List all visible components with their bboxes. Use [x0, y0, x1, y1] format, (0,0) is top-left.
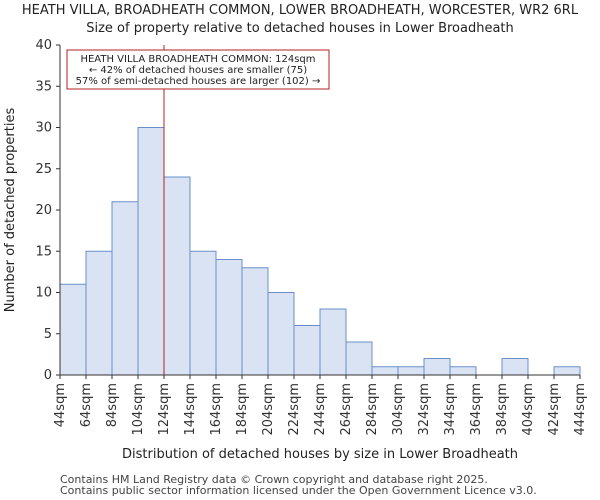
histogram-bar — [111, 201, 139, 376]
histogram-bar — [163, 176, 191, 376]
x-tick-label: 324sqm — [417, 383, 432, 436]
histogram-bar — [397, 366, 425, 376]
histogram-bar — [345, 341, 373, 376]
x-tick-label: 44sqm — [53, 383, 68, 427]
x-tick-label: 104sqm — [131, 383, 146, 436]
x-tick-label: 424sqm — [547, 383, 562, 436]
y-tick-label: 10 — [35, 286, 52, 301]
x-tick-label: 364sqm — [469, 383, 484, 436]
histogram-bar — [449, 366, 477, 376]
y-tick-label: 15 — [35, 244, 52, 259]
chart-subtitle: Size of property relative to detached ho… — [86, 21, 514, 36]
histogram-bar — [137, 127, 165, 376]
annotation-line: 57% of semi-detached houses are larger (… — [76, 76, 321, 87]
histogram-bar — [241, 267, 269, 376]
x-tick-label: 264sqm — [339, 383, 354, 436]
x-tick-label: 84sqm — [105, 383, 120, 427]
x-tick-label: 144sqm — [183, 383, 198, 436]
histogram-bar — [371, 366, 399, 376]
histogram-bar — [293, 325, 321, 376]
annotation-box — [66, 49, 330, 90]
histogram-bar — [319, 308, 347, 376]
y-tick-label: 0 — [44, 368, 52, 383]
histogram-bar — [85, 250, 113, 376]
y-tick-label: 5 — [44, 327, 52, 342]
x-tick-label: 124sqm — [157, 383, 172, 436]
histogram-bar — [189, 250, 217, 376]
chart-title: HEATH VILLA, BROADHEATH COMMON, LOWER BR… — [21, 3, 579, 18]
x-tick-label: 344sqm — [443, 383, 458, 436]
y-tick-label: 20 — [35, 203, 52, 218]
x-tick-label: 184sqm — [235, 383, 250, 436]
histogram-bar — [267, 292, 295, 376]
x-tick-label: 444sqm — [573, 383, 588, 436]
histogram-bar — [553, 366, 581, 376]
x-tick-label: 204sqm — [261, 383, 276, 436]
footer-copyright: Contains HM Land Registry data © Crown c… — [60, 473, 488, 486]
annotation-line: HEATH VILLA BROADHEATH COMMON: 124sqm — [80, 54, 315, 65]
x-tick-label: 384sqm — [495, 383, 510, 436]
y-tick-label: 35 — [35, 79, 52, 94]
y-tick-label: 25 — [35, 162, 52, 177]
histogram-bar — [215, 259, 243, 376]
y-tick-label: 40 — [35, 38, 52, 53]
y-axis-label: Number of detached properties — [3, 108, 18, 313]
x-tick-label: 404sqm — [521, 383, 536, 436]
x-tick-label: 64sqm — [79, 383, 94, 427]
histogram-bar — [423, 358, 451, 376]
x-tick-label: 244sqm — [313, 383, 328, 436]
x-tick-label: 224sqm — [287, 383, 302, 436]
x-tick-label: 304sqm — [391, 383, 406, 436]
x-tick-label: 284sqm — [365, 383, 380, 436]
annotation-line: ← 42% of detached houses are smaller (75… — [89, 65, 307, 76]
histogram-bar — [501, 358, 529, 376]
y-tick-label: 30 — [35, 121, 52, 136]
x-axis-label: Distribution of detached houses by size … — [122, 447, 518, 462]
histogram-bar — [59, 283, 87, 376]
footer-licence: Contains public sector information licen… — [60, 484, 537, 497]
x-tick-label: 164sqm — [209, 383, 224, 436]
